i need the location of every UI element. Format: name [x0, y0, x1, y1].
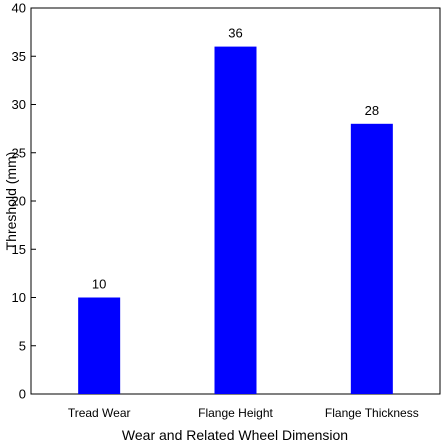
x-axis-title: Wear and Related Wheel Dimension: [122, 427, 348, 443]
data-label: 10: [92, 277, 106, 292]
y-tick-label: 10: [12, 290, 26, 305]
y-axis-ticks: 0 5 10 15 20 25 30 35 40: [12, 1, 36, 402]
y-axis-title: Threshold (mm): [3, 152, 19, 251]
y-tick-label: 5: [19, 338, 26, 353]
bars: 10 36 28: [78, 26, 393, 395]
x-category-label: Flange Thickness: [325, 406, 419, 420]
x-axis-labels: Tread Wear Flange Height Flange Thickness: [68, 406, 419, 420]
x-category-label: Flange Height: [198, 406, 273, 420]
y-tick-label: 30: [12, 97, 26, 112]
x-category-label: Tread Wear: [68, 406, 131, 420]
data-label: 36: [228, 26, 242, 41]
data-label: 28: [365, 103, 379, 118]
bar: [78, 297, 121, 394]
y-tick-label: 25: [12, 145, 26, 160]
bar: [214, 46, 257, 394]
y-tick-label: 15: [12, 242, 26, 257]
bar: [350, 123, 393, 395]
y-tick-label: 20: [12, 194, 26, 209]
y-tick-label: 40: [12, 1, 26, 16]
y-tick-label: 35: [12, 49, 26, 64]
y-tick-label: 0: [19, 387, 26, 402]
